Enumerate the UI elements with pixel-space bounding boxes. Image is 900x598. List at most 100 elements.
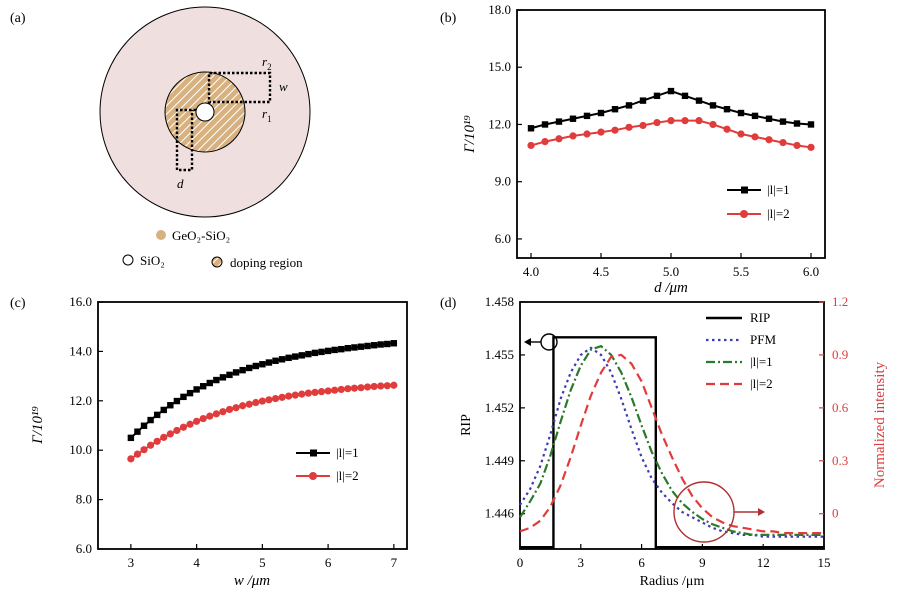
label-r1: r [262,106,268,121]
label-r2-sub: 2 [267,62,272,72]
data-point-2 [667,117,675,125]
legend-label: |l|=1 [767,182,790,197]
data-point-1 [653,92,661,100]
data-point-2 [140,446,148,454]
data-point-2 [807,143,815,151]
data-point-1 [527,125,535,132]
panel-d: (d) 0 3 6 9 12 15 1.446 1.449 1.452 1.455 1.458 0 0.… [440,294,888,589]
data-point-2 [212,410,220,418]
label-r2: r [262,54,268,69]
data-point-1 [611,106,619,113]
data-point-1 [298,352,306,359]
data-point-1 [239,366,246,374]
data-point-2 [793,141,801,150]
data-point-1 [272,357,279,364]
legend-marker [741,186,748,194]
data-point-1 [364,342,371,350]
legend-label: |l|=2 [336,468,359,483]
data-point-1 [370,342,378,349]
data-point-1 [147,416,154,424]
x-tick-label: 4.0 [523,264,539,279]
plot-frame [519,301,825,550]
x-tick-label: 6.0 [803,264,819,279]
data-point-2 [377,382,385,390]
data-point-2 [357,384,365,392]
data-point-2 [199,414,207,423]
legend-doping-marker [211,256,223,268]
data-point-2 [695,117,703,125]
data-point-1 [246,364,253,372]
data-point-1 [180,393,187,401]
data-point-2 [653,118,661,127]
data-point-1 [807,121,815,128]
data-point-1 [226,371,233,379]
x-tick-label: 0 [517,555,524,570]
data-point-2 [219,408,227,416]
panel-a: (a) r2 w r1 d GeO₂-SiO₂ SiO₂ doping regi… [10,6,311,270]
data-point-2 [370,382,378,391]
data-point-2 [304,389,312,397]
y-tick-label: 14.0 [69,343,92,358]
panel-b: (b) 4.0 4.5 5.0 5.5 6.0 6.0 9.0 12.0 15.0 18.0 |l|… [440,2,826,296]
y2-tick-label: 0.9 [832,347,848,362]
legend-marker [310,449,317,457]
data-point-2 [344,385,352,393]
data-point-1 [160,406,167,414]
y-tick-label: 18.0 [488,2,511,17]
legend-doping-label: doping region [230,255,303,270]
data-point-1 [186,389,194,397]
data-point-2 [239,402,247,410]
x-tick-label: 3 [578,555,585,570]
data-point-2 [193,417,201,425]
y2-axis-label: Normalized intensity [872,361,888,488]
data-point-2 [625,123,633,131]
y-axis-label: Γ/10¹⁹ [30,406,46,444]
panel-label-b: (b) [440,11,457,26]
legend-label: PFM [750,332,776,347]
data-point-2 [681,117,689,125]
y2-tick-label: 1.2 [832,294,848,309]
data-point-2 [337,385,345,394]
data-point-2 [324,387,332,395]
data-point-2 [127,455,135,463]
data-point-2 [709,120,717,129]
x-tick-label: 6 [638,555,645,570]
annotation-arrowhead-left [524,338,531,346]
data-point-2 [186,420,194,428]
panel-label-a: (a) [10,11,26,26]
data-point-2 [611,126,619,134]
dimension-d-outline [175,108,196,172]
data-point-1 [390,340,398,347]
chart-b: 4.0 4.5 5.0 5.5 6.0 6.0 9.0 12.0 15.0 18.0 |l|=1 |l… [462,2,826,296]
x-tick-label: 3 [128,555,135,570]
data-point-2 [541,138,549,146]
data-point-2 [331,386,339,394]
x-tick-label: 7 [391,555,398,570]
y-tick-label: 1.455 [485,347,514,362]
data-point-2 [206,412,214,420]
data-point-2 [383,382,391,390]
y-tick-label: 1.458 [485,294,514,309]
y2-tick-label: 0 [832,506,839,521]
data-point-2 [527,141,535,150]
data-point-1 [252,362,259,370]
data-point-1 [597,109,605,117]
data-point-1 [751,112,759,120]
x-tick-label: 15 [818,555,831,570]
data-point-1 [140,422,148,429]
y2-tick-label: 0.6 [832,400,849,415]
data-point-2 [751,133,759,141]
y-tick-label: 9.0 [495,174,511,189]
data-point-2 [639,121,647,130]
dimension-w-outline [207,71,272,104]
data-point-1 [639,97,647,104]
label-w: w [279,79,288,94]
intensity-line-1 [519,346,824,538]
x-axis-label: Radius /μm [640,574,705,589]
x-tick-label: 5.5 [733,264,749,279]
data-point-1 [338,345,345,353]
data-point-1 [583,112,591,120]
data-point-2 [597,128,605,136]
data-point-2 [265,396,273,404]
data-point-1 [384,340,391,348]
